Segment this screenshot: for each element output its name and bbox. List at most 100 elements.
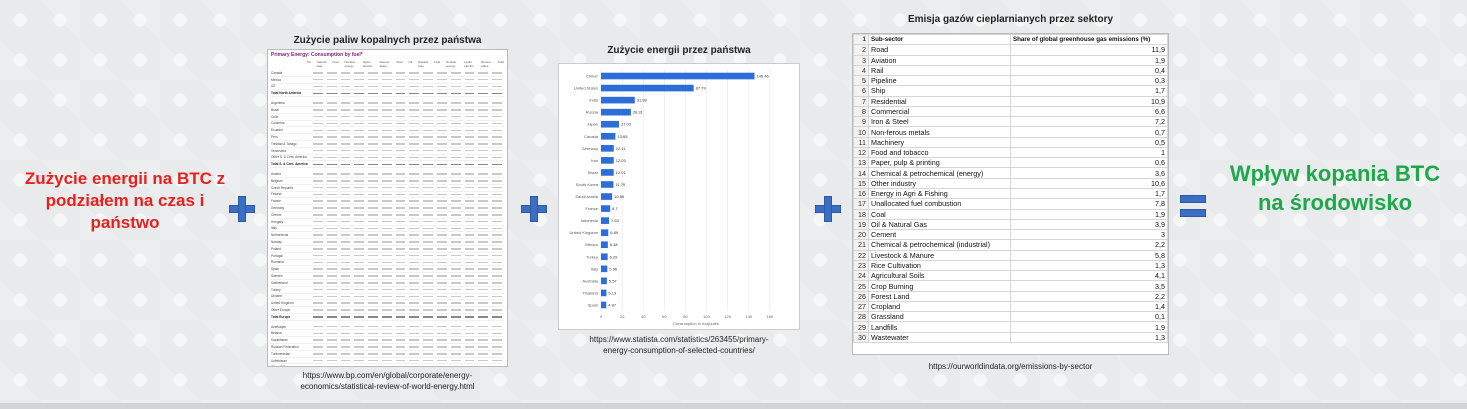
bp-cell (395, 85, 406, 88)
btc-environment-impact-text: Wpływ kopania BTC na środowisko (1229, 161, 1441, 215)
bp-table-row: Norway (271, 239, 504, 246)
emissions-row: 12 Food and tobacco 1 (853, 146, 1168, 159)
bp-cell (326, 261, 337, 264)
bp-table-row: Colombia (271, 121, 504, 128)
bp-cell (478, 207, 489, 209)
emissions-row: 15 Other industry 10,6 (853, 177, 1168, 189)
bp-cell (423, 143, 434, 145)
bp-cell (368, 102, 378, 104)
row-number: 21 (853, 239, 869, 251)
bp-cell (368, 214, 378, 216)
bp-cell (478, 102, 489, 104)
bp-cell (492, 78, 502, 81)
bp-cell (381, 129, 392, 132)
bp-row-name: Finland (271, 192, 282, 197)
bp-cell (395, 214, 406, 216)
bp-row-name: Ukraine (271, 294, 282, 299)
btc-energy-usage-text: Zużycie energii na BTC z podziałem na cz… (24, 169, 226, 233)
bp-cell (492, 193, 502, 196)
bp-cell (450, 115, 461, 118)
bp-row-name: Belarus (271, 331, 282, 336)
bp-cell (326, 332, 337, 335)
bp-cell (313, 163, 323, 165)
bp-row-name: Norway (271, 240, 282, 245)
bp-cell (313, 295, 323, 298)
sub-sector-cell: Chemical & petrochemical (energy) (868, 167, 1011, 179)
bp-cell (395, 115, 406, 118)
category-label: Russia (586, 110, 599, 115)
bp-cell (381, 72, 392, 74)
bp-cell (381, 227, 392, 230)
bp-cell (368, 186, 378, 189)
bar (601, 205, 611, 212)
bp-cell (395, 143, 406, 145)
bp-cell (464, 180, 475, 182)
row-number: 19 (853, 218, 869, 231)
bp-cell (478, 115, 489, 118)
bp-cell (464, 163, 475, 165)
bp-cell (423, 78, 434, 81)
category-label: Spain (588, 302, 598, 307)
bp-cell (381, 180, 392, 182)
value-label: 7.63 (611, 218, 620, 223)
bp-row-name: Mexico (271, 77, 282, 82)
bp-col-header: Coal (332, 60, 339, 64)
row-number: 28 (853, 311, 869, 323)
bp-cell (395, 275, 406, 277)
bp-cell (354, 78, 365, 81)
emissions-row: 24 Agricultural Soils 4,1 (853, 270, 1168, 282)
bp-col-header: Natural Gas (316, 60, 327, 68)
value-label: 31.98 (637, 98, 648, 103)
bp-cell (313, 359, 323, 362)
row-number: 8 (853, 105, 869, 118)
bp-cell (340, 207, 351, 209)
bar (601, 72, 755, 80)
bp-cell (437, 193, 447, 196)
bp-cell (437, 241, 447, 243)
bp-cell (326, 309, 337, 311)
bp-cell (437, 227, 447, 230)
bp-cell (492, 254, 502, 257)
bp-cell (313, 143, 323, 145)
bp-cell (409, 109, 420, 111)
sub-sector-cell: Rice Cultivation (868, 259, 1011, 272)
emissions-row: 13 Paper, pulp & printing 0,6 (853, 157, 1168, 169)
bp-cell (437, 325, 447, 328)
bp-cell (326, 92, 337, 95)
emissions-row: 22 Livestock & Manure 5,8 (853, 249, 1168, 261)
bp-cell (326, 325, 337, 328)
bp-row-name: Poland (271, 246, 281, 251)
bp-cell (326, 214, 337, 216)
bp-cell (354, 173, 365, 175)
energy-bar-chart: 0 20 40 60 80 100 120 140 160 Consumption in exaj… (570, 70, 774, 326)
bp-cell (423, 302, 434, 304)
bp-cell (437, 309, 447, 311)
bp-cell (313, 102, 323, 104)
bp-row-name: Russian Federation (271, 344, 299, 349)
bp-cell (381, 220, 392, 223)
bp-cell (381, 85, 392, 88)
bp-cell (478, 143, 489, 145)
bp-cell (450, 109, 461, 111)
sub-sector-cell: Paper, pulp & printing (868, 157, 1011, 169)
bp-cell (326, 275, 337, 277)
bp-cell (340, 254, 351, 257)
bp-cell (395, 268, 406, 270)
category-label: Thailand (583, 290, 598, 295)
bp-col-header: Nuclear energy (344, 60, 355, 68)
bp-cell (423, 109, 434, 111)
bp-cell (423, 346, 434, 348)
x-axis-label: Consumption in exajoules (673, 321, 719, 326)
bp-cell (478, 220, 489, 223)
bp-cell (409, 173, 420, 175)
bp-cell (423, 282, 434, 284)
bp-row-name: Austria (271, 172, 281, 177)
emissions-row: 26 Forest Land 2,2 (853, 290, 1168, 302)
sub-sector-cell: Agricultural Soils (868, 270, 1011, 282)
bp-cell (437, 316, 447, 318)
bp-cell (437, 295, 447, 298)
value-label: 5.57 (609, 278, 618, 283)
bp-cell (368, 295, 378, 298)
bp-cell (395, 122, 406, 125)
sub-sector-cell: Commercial (868, 105, 1011, 118)
